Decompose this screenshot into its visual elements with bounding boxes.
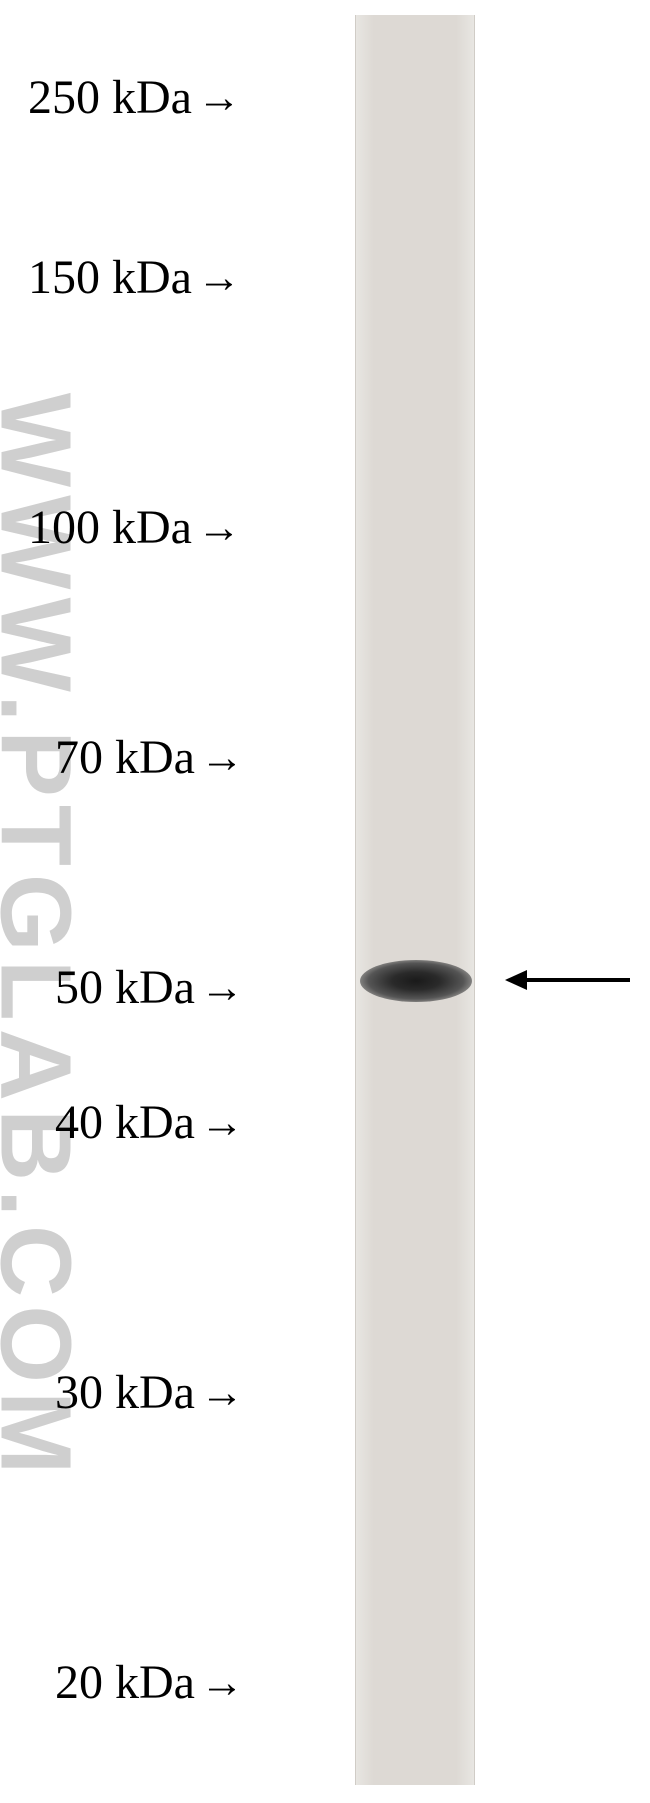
watermark-text: WWW.PTGLAB.COM xyxy=(0,393,92,1483)
marker-arrow-icon: → xyxy=(197,72,241,123)
marker-label-text: 40 kDa xyxy=(55,1095,195,1150)
marker-arrow-icon: → xyxy=(197,252,241,303)
marker-label-text: 50 kDa xyxy=(55,960,195,1015)
marker-label-text: 70 kDa xyxy=(55,730,195,785)
marker-30kda: 30 kDa → xyxy=(55,1365,244,1420)
marker-20kda: 20 kDa → xyxy=(55,1655,244,1710)
marker-arrow-icon: → xyxy=(200,1657,244,1708)
marker-arrow-icon: → xyxy=(200,1367,244,1418)
marker-arrow-icon: → xyxy=(200,1097,244,1148)
marker-arrow-icon: → xyxy=(200,962,244,1013)
marker-40kda: 40 kDa → xyxy=(55,1095,244,1150)
marker-150kda: 150 kDa → xyxy=(28,250,241,305)
protein-band xyxy=(360,960,472,1002)
marker-label-text: 20 kDa xyxy=(55,1655,195,1710)
marker-label-text: 250 kDa xyxy=(28,70,192,125)
marker-70kda: 70 kDa → xyxy=(55,730,244,785)
marker-arrow-icon: → xyxy=(197,502,241,553)
marker-arrow-icon: → xyxy=(200,732,244,783)
marker-label-text: 150 kDa xyxy=(28,250,192,305)
marker-label-text: 100 kDa xyxy=(28,500,192,555)
band-arrow-line xyxy=(525,978,630,982)
marker-label-text: 30 kDa xyxy=(55,1365,195,1420)
blot-lane xyxy=(355,15,475,1785)
marker-250kda: 250 kDa → xyxy=(28,70,241,125)
marker-100kda: 100 kDa → xyxy=(28,500,241,555)
marker-50kda: 50 kDa → xyxy=(55,960,244,1015)
band-arrow-head xyxy=(505,970,527,990)
